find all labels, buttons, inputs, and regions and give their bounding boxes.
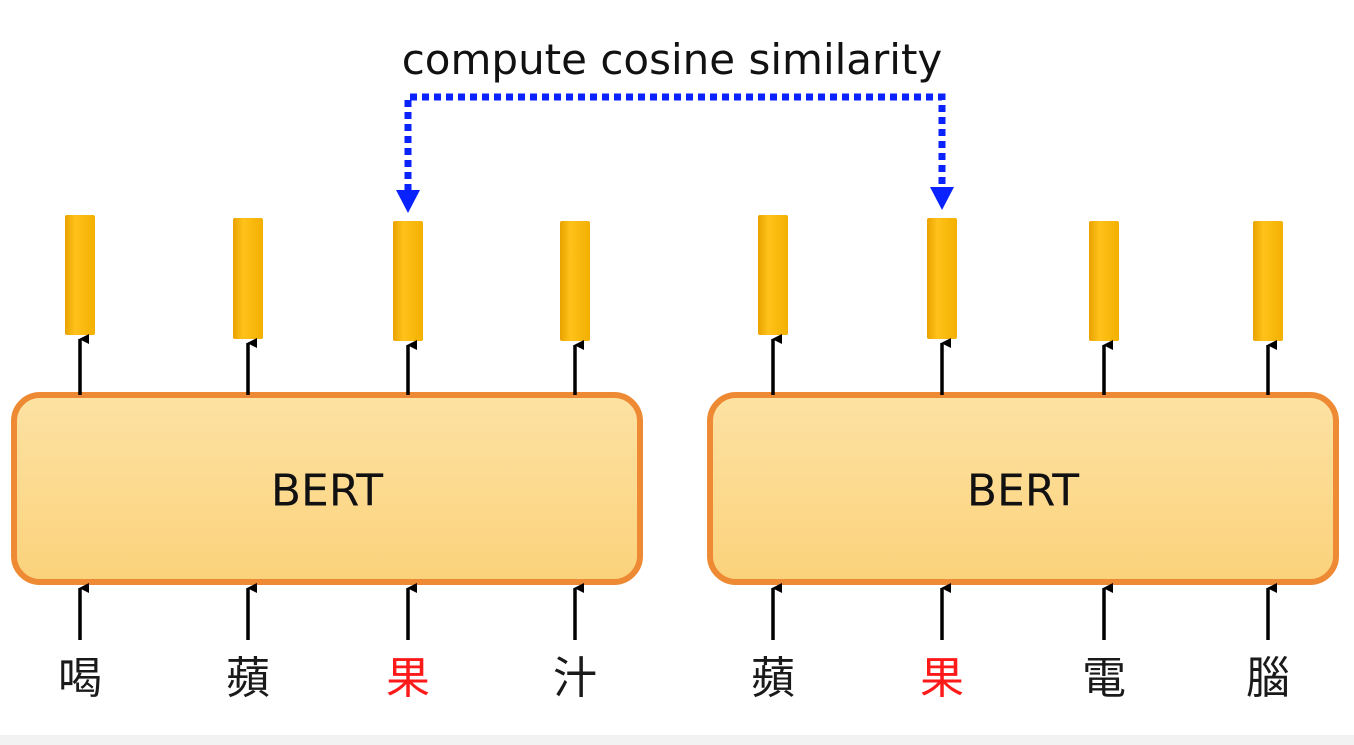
similarity-arrowhead (396, 190, 420, 213)
highlighted-token: 果 (920, 653, 964, 704)
similarity-connector (404, 93, 946, 191)
bottom-strip (0, 735, 1354, 745)
embedding-vector (1253, 221, 1283, 341)
bert-label: BERT (967, 466, 1079, 517)
embedding-vector (233, 218, 263, 339)
input-token: 電 (1082, 653, 1126, 704)
input-token: 腦 (1246, 653, 1290, 704)
bert-model-2: BERT 蘋 果 電 腦 (707, 215, 1339, 704)
input-token: 喝 (58, 653, 102, 704)
embedding-vector (65, 215, 95, 335)
embedding-vector (1089, 221, 1119, 341)
input-token: 蘋 (226, 653, 270, 704)
embedding-vector (560, 221, 590, 341)
input-token: 汁 (553, 653, 597, 704)
similarity-arrowhead (930, 187, 954, 210)
bert-label: BERT (271, 466, 383, 517)
input-token: 蘋 (751, 653, 795, 704)
embedding-vector (927, 218, 957, 339)
highlighted-token: 果 (386, 653, 430, 704)
embedding-vector (758, 215, 788, 335)
embedding-vector (393, 221, 423, 341)
bert-model-1: BERT 喝 蘋 果 汁 (11, 215, 643, 704)
title: compute cosine similarity (402, 35, 943, 84)
bert-box (11, 392, 643, 585)
bert-box (707, 392, 1339, 585)
